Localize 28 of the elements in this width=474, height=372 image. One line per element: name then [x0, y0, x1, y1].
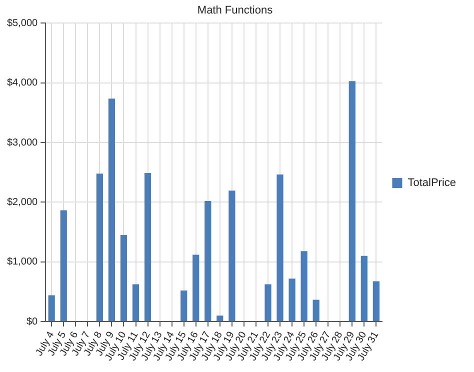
y-tick-label: $2,000 [6, 196, 38, 208]
bar [108, 98, 116, 322]
y-tick-label: $0 [26, 316, 38, 328]
y-tick-label: $1,000 [6, 256, 38, 268]
bar [132, 284, 140, 322]
bar [348, 81, 356, 322]
bar [216, 316, 224, 322]
bar [60, 210, 67, 322]
bar [264, 284, 272, 322]
bar [300, 251, 308, 322]
bar [192, 254, 200, 322]
legend-label: TotalPrice [408, 177, 456, 190]
chart-title: Math Functions [197, 4, 274, 17]
bar [288, 278, 296, 322]
bar [228, 190, 236, 322]
bar [180, 290, 188, 322]
bar [204, 201, 212, 322]
bar [360, 256, 368, 322]
bar [276, 174, 284, 322]
y-tick-label: $3,000 [6, 137, 38, 148]
y-tick-label: $5,000 [6, 18, 38, 29]
bar [312, 300, 320, 322]
bar [144, 172, 152, 322]
bar [96, 174, 103, 322]
bar [48, 295, 55, 322]
bar [120, 235, 128, 322]
bar [372, 281, 380, 322]
y-tick-label: $4,000 [6, 78, 38, 89]
